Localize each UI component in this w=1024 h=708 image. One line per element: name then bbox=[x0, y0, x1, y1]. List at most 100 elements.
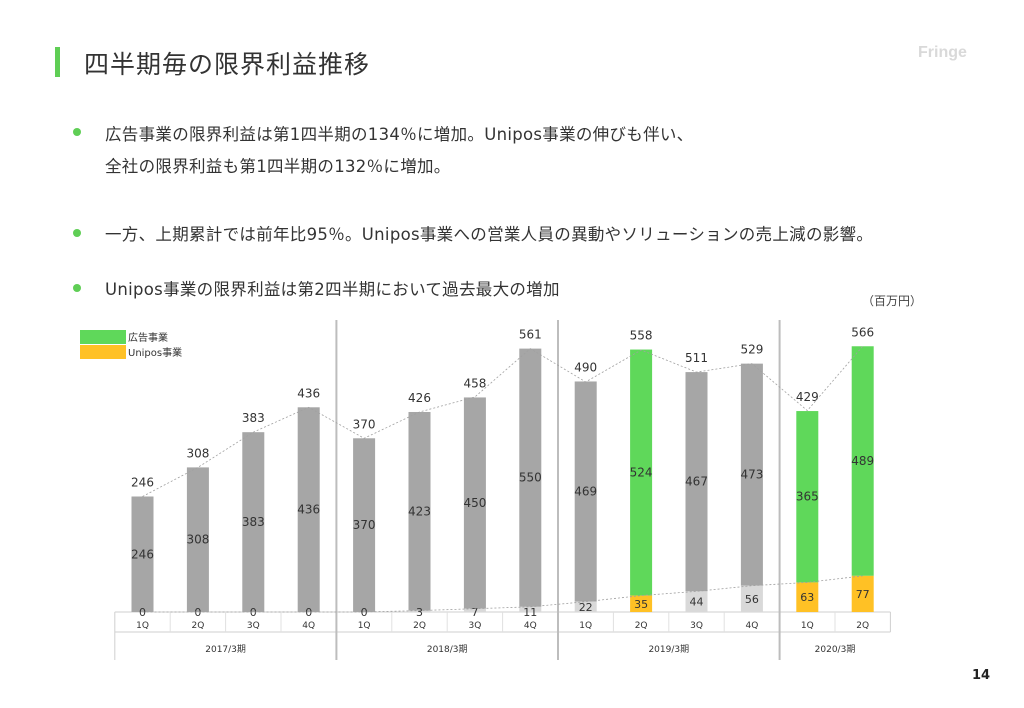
bar-ad-12 bbox=[796, 411, 819, 583]
ad-value-label-4: 370 bbox=[353, 518, 376, 532]
total-label-13: 566 bbox=[851, 325, 874, 339]
unipos-value-label-10: 44 bbox=[690, 596, 704, 609]
bar-ad-6 bbox=[463, 397, 486, 609]
unit-label: （百万円） bbox=[862, 294, 923, 308]
quarter-label-10: 3Q bbox=[690, 621, 703, 631]
total-label-2: 383 bbox=[242, 411, 265, 425]
total-label-3: 436 bbox=[297, 386, 320, 400]
total-label-0: 246 bbox=[131, 476, 154, 490]
bullet-dot-3 bbox=[73, 284, 81, 292]
ad-value-label-8: 469 bbox=[574, 485, 597, 499]
bar-ad-0 bbox=[131, 496, 154, 612]
ad-value-label-3: 436 bbox=[297, 503, 320, 517]
total-label-1: 308 bbox=[186, 446, 209, 460]
page-title: 四半期毎の限界利益推移 bbox=[84, 50, 371, 79]
group-label-2: 2019/3期 bbox=[648, 644, 689, 655]
legend-label-unipos: Unipos事業 bbox=[128, 346, 182, 359]
unipos-trend-line bbox=[142, 575, 863, 613]
unipos-value-label-1: 0 bbox=[194, 606, 201, 619]
bullet-1-line-2: 全社の限界利益も第1四半期の132％に増加。 bbox=[105, 157, 451, 176]
legend-label-ad: 広告事業 bbox=[128, 331, 168, 344]
bar-unipos-13 bbox=[851, 575, 874, 612]
bar-ad-10 bbox=[685, 372, 708, 592]
quarter-label-1: 2Q bbox=[191, 621, 204, 631]
unipos-value-label-0: 0 bbox=[139, 606, 146, 619]
title-accent-bar bbox=[55, 47, 60, 77]
ad-value-label-12: 365 bbox=[796, 490, 819, 504]
total-label-12: 429 bbox=[796, 390, 819, 404]
quarter-label-12: 1Q bbox=[801, 621, 814, 631]
bar-ad-13 bbox=[851, 346, 874, 576]
unipos-value-label-5: 3 bbox=[416, 606, 423, 619]
bar-unipos-8 bbox=[574, 601, 597, 612]
unipos-value-label-8: 22 bbox=[579, 601, 593, 614]
bar-ad-2 bbox=[242, 432, 265, 612]
quarter-label-3: 4Q bbox=[302, 621, 315, 631]
ad-value-label-5: 423 bbox=[408, 504, 431, 518]
bar-ad-3 bbox=[297, 407, 320, 612]
chart-legend: 広告事業 Unipos事業 bbox=[80, 330, 182, 359]
unipos-value-label-7: 11 bbox=[523, 606, 537, 619]
bar-unipos-11 bbox=[740, 585, 763, 612]
quarter-label-9: 2Q bbox=[635, 621, 648, 631]
group-label-0: 2017/3期 bbox=[205, 644, 246, 655]
bar-ad-8 bbox=[574, 381, 597, 602]
bar-ad-7 bbox=[519, 348, 542, 607]
ad-value-label-10: 467 bbox=[685, 475, 708, 489]
ad-value-label-1: 308 bbox=[186, 533, 209, 547]
total-label-5: 426 bbox=[408, 391, 431, 405]
legend-swatch-ad bbox=[80, 330, 126, 344]
ad-value-label-2: 383 bbox=[242, 515, 265, 529]
bar-unipos-7 bbox=[519, 606, 542, 612]
quarter-label-6: 3Q bbox=[468, 621, 481, 631]
ad-value-label-6: 450 bbox=[463, 496, 486, 510]
bar-unipos-9 bbox=[630, 595, 653, 612]
ad-value-label-11: 473 bbox=[740, 468, 763, 482]
ad-value-label-7: 550 bbox=[519, 471, 542, 485]
unipos-value-label-2: 0 bbox=[250, 606, 257, 619]
bar-ad-11 bbox=[740, 363, 763, 586]
quarter-label-11: 4Q bbox=[745, 621, 758, 631]
bar-unipos-12 bbox=[796, 582, 819, 612]
total-label-10: 511 bbox=[685, 351, 708, 365]
bullet-1-line-1: 広告事業の限界利益は第1四半期の134％に増加。Unipos事業の伸びも伴い、 bbox=[105, 125, 694, 144]
bar-ad-1 bbox=[186, 467, 209, 612]
total-label-9: 558 bbox=[630, 329, 653, 343]
quarter-label-5: 2Q bbox=[413, 621, 426, 631]
bar-unipos-5 bbox=[408, 610, 431, 612]
quarter-label-2: 3Q bbox=[247, 621, 260, 631]
unipos-value-label-4: 0 bbox=[361, 606, 368, 619]
group-label-1: 2018/3期 bbox=[427, 644, 468, 655]
ad-value-label-13: 489 bbox=[851, 454, 874, 468]
legend-swatch-unipos bbox=[80, 345, 126, 359]
total-label-11: 529 bbox=[740, 343, 763, 357]
bar-ad-4 bbox=[353, 438, 376, 612]
bar-ad-9 bbox=[630, 349, 653, 596]
ad-value-label-0: 246 bbox=[131, 547, 154, 561]
bullet-3-line-1: Unipos事業の限界利益は第2四半期において過去最大の増加 bbox=[105, 280, 560, 299]
bar-unipos-10 bbox=[685, 591, 708, 612]
group-label-3: 2020/3期 bbox=[815, 644, 856, 655]
brand-logo: Fringe bbox=[918, 44, 967, 61]
page-number: 14 bbox=[972, 668, 991, 683]
bullet-dot-1 bbox=[73, 128, 81, 136]
bar-ad-5 bbox=[408, 411, 431, 611]
total-label-7: 561 bbox=[519, 328, 542, 342]
bar-unipos-6 bbox=[463, 608, 486, 612]
total-label-4: 370 bbox=[353, 417, 376, 431]
quarter-label-4: 1Q bbox=[358, 621, 371, 631]
total-label-6: 458 bbox=[463, 376, 486, 390]
total-label-8: 490 bbox=[574, 360, 597, 374]
ad-value-label-9: 524 bbox=[630, 466, 653, 480]
unipos-value-label-3: 0 bbox=[305, 606, 312, 619]
bullet-2-line-1: 一方、上期累計では前年比95％。Unipos事業への営業人員の異動やソリューショ… bbox=[105, 225, 874, 244]
quarter-label-13: 2Q bbox=[856, 621, 869, 631]
quarter-label-8: 1Q bbox=[579, 621, 592, 631]
bullet-dot-2 bbox=[73, 229, 81, 237]
quarter-label-0: 1Q bbox=[136, 621, 149, 631]
unipos-value-label-9: 35 bbox=[634, 598, 648, 611]
quarter-label-7: 4Q bbox=[524, 621, 537, 631]
unipos-value-label-12: 63 bbox=[800, 591, 814, 604]
unipos-value-label-6: 7 bbox=[471, 606, 478, 619]
